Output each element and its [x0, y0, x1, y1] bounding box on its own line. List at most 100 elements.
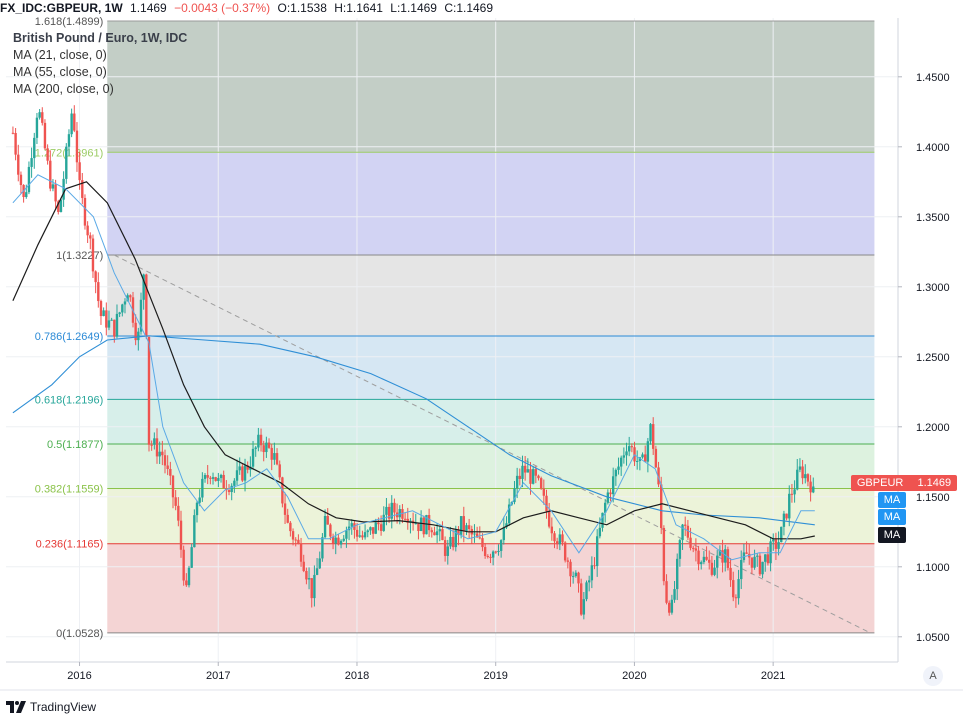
candle-body — [158, 451, 161, 457]
candle-body — [729, 567, 732, 581]
candle-body — [65, 146, 68, 179]
candle-body — [745, 552, 748, 554]
candle-body — [515, 475, 519, 489]
candle-body — [267, 442, 271, 448]
y-tick-label: 1.4000 — [916, 142, 950, 154]
candle-body — [179, 520, 183, 550]
footer-branding[interactable]: TradingView — [6, 700, 96, 714]
candle-body — [443, 540, 447, 556]
candle-body — [772, 539, 775, 542]
candle-body — [521, 465, 524, 479]
candle-body — [41, 112, 44, 123]
candle-body — [812, 486, 815, 493]
candle-body — [211, 477, 215, 479]
candle-body — [70, 113, 73, 135]
candle-body — [684, 524, 687, 526]
candle-body — [283, 503, 287, 515]
candle-body — [187, 567, 191, 586]
candle-body — [377, 522, 380, 525]
candle-body — [230, 485, 233, 493]
x-tick-label: 2018 — [345, 670, 369, 682]
candle-body — [27, 166, 31, 193]
ohlc-close: C:1.1469 — [444, 1, 494, 15]
candle-body — [668, 602, 671, 613]
candle-body — [145, 274, 148, 337]
candle-body — [118, 312, 121, 314]
candle-body — [49, 160, 52, 189]
ma200-legend[interactable]: MA (200, close, 0) — [13, 82, 114, 96]
ma21-legend[interactable]: MA (21, close, 0) — [13, 48, 107, 62]
x-tick-label: 2020 — [622, 670, 646, 682]
candle-body — [174, 497, 177, 506]
candle-body — [478, 537, 481, 539]
candle-body — [227, 490, 231, 493]
chart-title: British Pound / Euro, 1W, IDC — [13, 31, 188, 45]
candle-body — [390, 502, 393, 519]
candle-body — [590, 565, 594, 581]
candle-body — [587, 580, 591, 583]
candle-body — [254, 447, 257, 449]
candle-body — [483, 547, 487, 557]
ohlc-open: O:1.1538 — [277, 1, 327, 15]
candle-body — [561, 534, 564, 543]
candle-body — [574, 572, 578, 577]
candle-body — [182, 549, 185, 581]
candle-body — [777, 542, 780, 549]
candle-body — [355, 529, 359, 537]
candle-body — [622, 455, 626, 458]
candle-body — [59, 199, 63, 212]
candle-body — [238, 466, 241, 471]
moving-averages — [12, 174, 815, 561]
candle-body — [595, 536, 599, 567]
candle-body — [571, 576, 575, 578]
candle-body — [73, 113, 76, 131]
candle-body — [451, 536, 455, 548]
candle-body — [657, 467, 660, 485]
candle-body — [323, 516, 327, 538]
candle-body — [414, 523, 417, 525]
candle-body — [334, 537, 337, 544]
candle-body — [305, 571, 308, 580]
symbol-title[interactable]: FX_IDC:GBPEUR, 1W — [0, 1, 123, 15]
candle-body — [163, 455, 167, 466]
candle-body — [350, 523, 353, 527]
candle-body — [169, 468, 172, 476]
candle-body — [756, 555, 759, 557]
candle-body — [555, 541, 559, 545]
auto-scale-button[interactable]: A — [923, 666, 943, 686]
candle-body — [110, 319, 113, 321]
candle-body — [35, 117, 39, 138]
candle-body — [539, 478, 543, 489]
candle-body — [505, 523, 508, 528]
candle-body — [371, 527, 375, 534]
candle-body — [534, 469, 538, 476]
candle-body — [265, 442, 268, 453]
ma55-legend[interactable]: MA (55, close, 0) — [13, 65, 107, 79]
candle-body — [780, 526, 783, 543]
candle-body — [475, 533, 479, 538]
candle-body — [134, 322, 137, 341]
candle-body — [102, 310, 105, 317]
candle-body — [97, 282, 100, 302]
candle-body — [241, 466, 244, 481]
candle-body — [177, 505, 180, 521]
fib-lines — [107, 20, 875, 634]
candle-body — [601, 512, 604, 528]
candle-body — [150, 444, 153, 446]
candle-body — [494, 551, 498, 553]
candle-body — [753, 556, 756, 568]
candle-body — [518, 475, 522, 479]
fib-label: 0.236(1.1165) — [36, 539, 104, 551]
y-tick-label: 1.0500 — [916, 632, 950, 644]
candle-body — [809, 481, 812, 493]
candle-body — [11, 132, 15, 134]
candle-body — [678, 540, 682, 559]
candle-body — [217, 478, 220, 481]
candle-body — [486, 556, 490, 558]
candle-body — [630, 446, 634, 448]
candle-body — [627, 446, 631, 452]
price-change: −0.0043 (−0.37%) — [174, 1, 271, 15]
candle-body — [529, 469, 532, 484]
fib-label: 0.786(1.2649) — [35, 331, 104, 343]
